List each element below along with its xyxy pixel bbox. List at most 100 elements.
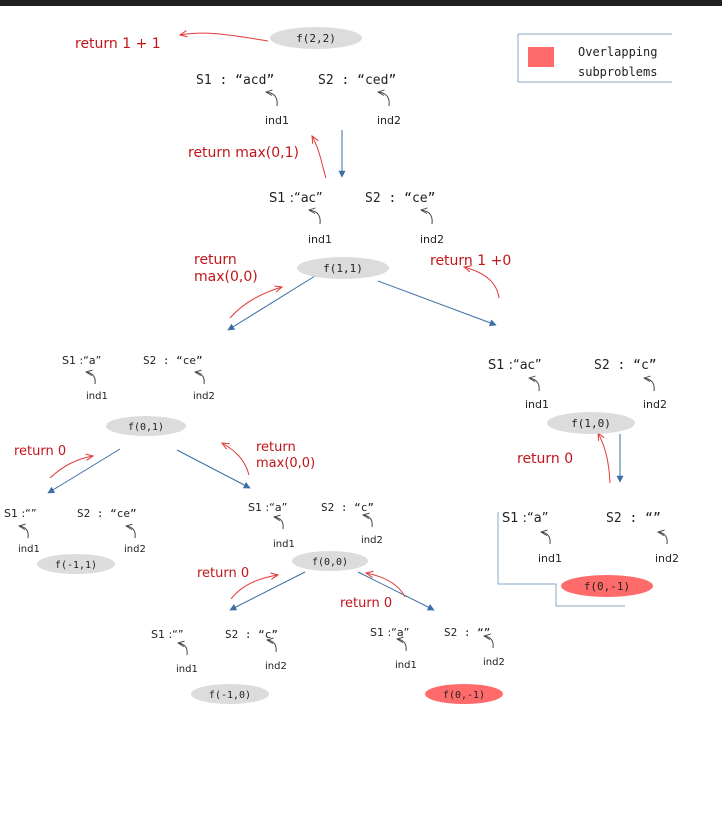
return-arrow-l4b — [366, 573, 406, 598]
overlap-frame-line — [497, 512, 625, 607]
state-l3a-ind1: ind1 — [18, 544, 40, 555]
top-border-bar — [0, 0, 722, 6]
recursion-nodes: f(2,2) f(1,1) f(0,1) f(1,0) f(-1,1) f(0,… — [37, 27, 653, 704]
state-l3c-s1: S1 :“a” — [502, 511, 548, 526]
return-l3b-line2: max(0,0) — [256, 456, 315, 471]
state-l3c-s2: S2 : “” — [606, 511, 661, 526]
node-f-0-1-label: f(0,1) — [128, 422, 164, 433]
pointer-icon — [363, 515, 373, 528]
state-l2a-s1: S1 :“a” — [62, 354, 101, 367]
call-arrow-l1-left — [227, 275, 316, 331]
node-f-1-0 — [547, 412, 635, 434]
pointer-icon — [529, 378, 540, 392]
call-arrow-l2a-right — [176, 449, 251, 489]
node-f-0-0 — [292, 551, 368, 571]
state-l3c-ind2: ind2 — [655, 552, 679, 565]
state-l4a-ind2: ind2 — [265, 661, 287, 672]
node-f-m1-0-label: f(-1,0) — [209, 690, 251, 701]
pointer-icon — [378, 92, 390, 107]
legend-swatch — [528, 47, 554, 67]
return-arrow-l3c — [598, 433, 611, 484]
state-l2b-ind2: ind2 — [643, 398, 667, 411]
return-arrow-l3b — [222, 443, 250, 476]
pointer-icon — [195, 372, 205, 385]
call-arrow-l2a-left — [47, 448, 121, 494]
state-l2a-ind1: ind1 — [86, 391, 108, 402]
return-l1: return max(0,1) — [188, 145, 299, 161]
return-arrow-l3a — [49, 456, 93, 479]
state-l1-ind2: ind2 — [420, 233, 444, 246]
state-l3b-s1: S1 :“a” — [248, 501, 287, 514]
pointer-icon — [126, 526, 136, 539]
return-arrow-l2a — [229, 287, 282, 319]
legend-label-line1: Overlapping — [578, 45, 657, 59]
pointer-icon — [86, 372, 96, 385]
state-l3a-s1: S1 :“” — [4, 507, 37, 520]
state-l1-s2: S2 : “ce” — [365, 191, 435, 206]
node-f-1-1-label: f(1,1) — [323, 262, 363, 275]
return-arrow-l4a — [230, 575, 278, 600]
state-l4a-s2: S2 : “c” — [225, 628, 278, 641]
return-l2a-line1: return — [194, 252, 237, 268]
node-f-0-1 — [106, 416, 186, 436]
state-l2b-s2: S2 : “c” — [594, 358, 657, 373]
return-l2a-line2: max(0,0) — [194, 269, 258, 285]
pointer-icon — [658, 532, 668, 545]
node-f-m1-1 — [37, 554, 115, 574]
legend-label-line2: subproblems — [578, 65, 657, 79]
state-l4b-s2: S2 : “” — [444, 626, 490, 639]
pointer-icon — [484, 636, 494, 649]
node-f-0-m1-overlap-label: f(0,-1) — [584, 580, 630, 593]
pointer-icon — [178, 643, 188, 656]
state-l2a-ind2: ind2 — [193, 391, 215, 402]
state-l1-ind1: ind1 — [308, 233, 332, 246]
call-arrows — [47, 130, 624, 611]
state-root-ind2: ind2 — [377, 114, 401, 127]
return-l2b: return 1 +0 — [430, 253, 511, 269]
return-l3a: return 0 — [14, 444, 66, 459]
state-l2b-ind1: ind1 — [525, 398, 549, 411]
overlap-highlight-frame — [497, 512, 625, 607]
node-f-m1-0 — [191, 684, 269, 704]
call-arrow-l3b-left — [229, 571, 306, 611]
node-f-0-m1 — [425, 684, 503, 704]
legend: Overlapping subproblems — [517, 33, 672, 83]
state-root-ind1: ind1 — [265, 114, 289, 127]
pointer-icon — [266, 92, 278, 107]
state-l3a-s2: S2 : “ce” — [77, 507, 137, 520]
state-l2a-s2: S2 : “ce” — [143, 354, 203, 367]
state-l3b-s2: S2 : “c” — [321, 501, 374, 514]
node-f-1-1 — [297, 257, 389, 279]
state-l4a-s1: S1 :“” — [151, 628, 184, 641]
return-arrows — [49, 33, 611, 600]
return-l4b: return 0 — [340, 596, 392, 611]
pointer-icon — [541, 532, 551, 545]
call-arrow-l3b-right — [357, 571, 435, 611]
state-labels: S1 : “acd” S2 : “ced” ind1 ind2 S1 :“ac”… — [4, 73, 679, 675]
node-f-m1-1-label: f(-1,1) — [55, 560, 97, 571]
node-f-0-m1-overlap — [561, 575, 653, 597]
state-l3c-ind1: ind1 — [538, 552, 562, 565]
pointer-icon — [309, 210, 321, 225]
state-l2b-s1: S1 :“ac” — [488, 358, 542, 373]
state-l1-s1: S1 :“ac” — [269, 191, 323, 206]
state-l3a-ind2: ind2 — [124, 544, 146, 555]
state-root-s1: S1 : “acd” — [196, 73, 274, 88]
return-arrow-root — [180, 33, 269, 42]
state-l4b-ind2: ind2 — [483, 657, 505, 668]
node-f-1-0-label: f(1,0) — [571, 417, 611, 430]
return-labels: return 1 + 1 return max(0,1) return max(… — [14, 36, 573, 611]
node-f-0-0-label: f(0,0) — [312, 557, 348, 568]
state-l3b-ind2: ind2 — [361, 535, 383, 546]
index-pointers — [19, 92, 668, 656]
pointer-icon — [274, 517, 284, 530]
return-root: return 1 + 1 — [75, 36, 161, 52]
state-l4a-ind1: ind1 — [176, 664, 198, 675]
pointer-icon — [267, 640, 277, 653]
pointer-icon — [397, 639, 407, 652]
state-l4b-ind1: ind1 — [395, 660, 417, 671]
pointer-icon — [644, 378, 655, 392]
pointer-icon — [19, 526, 29, 539]
return-arrow-l2b — [464, 267, 500, 299]
